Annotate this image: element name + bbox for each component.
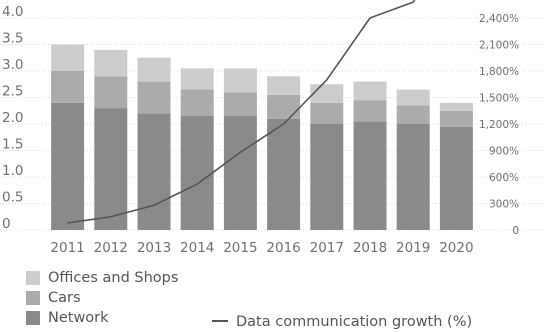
bar-offices-and-shops-2018 bbox=[354, 82, 387, 101]
x-tick-label: 2016 bbox=[266, 240, 300, 256]
right-tick-label: 1,500% bbox=[479, 93, 519, 105]
x-tick-label: 2019 bbox=[396, 240, 430, 256]
bar-network-2019 bbox=[397, 124, 430, 230]
bar-cars-2015 bbox=[224, 92, 257, 116]
right-tick-label: 2,400% bbox=[479, 13, 519, 25]
bar-network-2015 bbox=[224, 116, 257, 230]
bar-cars-2012 bbox=[94, 76, 127, 108]
bar-cars-2017 bbox=[310, 103, 343, 124]
x-tick-label: 2018 bbox=[353, 240, 387, 256]
bar-cars-2019 bbox=[397, 105, 430, 124]
bar-offices-and-shops-2020 bbox=[440, 103, 473, 111]
x-tick-label: 2015 bbox=[223, 240, 257, 256]
left-tick-label: 1.5 bbox=[2, 137, 23, 153]
x-tick-label: 2020 bbox=[439, 240, 473, 256]
bar-cars-2014 bbox=[181, 90, 214, 117]
bar-offices-and-shops-2012 bbox=[94, 50, 127, 77]
x-tick-label: 2013 bbox=[137, 240, 171, 256]
bar-network-2018 bbox=[354, 121, 387, 230]
right-tick-label: 0 bbox=[512, 225, 519, 237]
bar-offices-and-shops-2011 bbox=[51, 45, 84, 72]
legend-label-cars: Cars bbox=[48, 288, 81, 308]
bar-offices-and-shops-2017 bbox=[310, 84, 343, 103]
right-tick-label: 1,800% bbox=[479, 66, 519, 78]
bar-cars-2018 bbox=[354, 100, 387, 121]
right-tick-label: 2,100% bbox=[479, 40, 519, 52]
left-tick-label: 1.0 bbox=[2, 163, 23, 179]
right-tick-label: 300% bbox=[489, 199, 519, 211]
bar-offices-and-shops-2019 bbox=[397, 90, 430, 106]
x-tick-label: 2017 bbox=[310, 240, 344, 256]
bar-network-2016 bbox=[267, 119, 300, 230]
x-tick-label: 2011 bbox=[50, 240, 84, 256]
left-tick-label: 0 bbox=[2, 216, 11, 232]
chart: 0 0.5 1.0 1.5 2.0 2.5 3.0 3.5 4.0 0 300% 600% 900% 1… bbox=[0, 0, 544, 262]
bar-network-2020 bbox=[440, 127, 473, 230]
bar-cars-2020 bbox=[440, 111, 473, 127]
legend-label-network: Network bbox=[48, 308, 109, 328]
right-tick-label: 600% bbox=[489, 172, 519, 184]
bar-network-2011 bbox=[51, 103, 84, 230]
x-tick-label: 2012 bbox=[94, 240, 128, 256]
bar-cars-2011 bbox=[51, 71, 84, 103]
bar-network-2013 bbox=[138, 113, 171, 230]
left-tick-label: 3.5 bbox=[2, 31, 23, 47]
legend-swatch-offices bbox=[26, 271, 40, 285]
left-axis-ticks: 0 0.5 1.0 1.5 2.0 2.5 3.0 3.5 4.0 bbox=[2, 4, 23, 232]
left-tick-label: 2.0 bbox=[2, 110, 23, 126]
right-tick-label: 1,200% bbox=[479, 119, 519, 131]
legend-swatch-growth-line bbox=[212, 320, 228, 322]
bar-offices-and-shops-2013 bbox=[138, 58, 171, 82]
bar-cars-2016 bbox=[267, 95, 300, 119]
bar-network-2012 bbox=[94, 108, 127, 230]
bar-cars-2013 bbox=[138, 82, 171, 114]
legend-swatch-network bbox=[26, 311, 40, 325]
legend-swatch-cars bbox=[26, 291, 40, 305]
left-tick-label: 3.0 bbox=[2, 57, 23, 73]
legend-label-offices: Offices and Shops bbox=[48, 268, 178, 288]
legend-item-growth-line: Data communication growth (%) bbox=[212, 312, 472, 332]
x-tick-label: 2014 bbox=[180, 240, 214, 256]
bar-offices-and-shops-2016 bbox=[267, 76, 300, 95]
right-axis-ticks: 0 300% 600% 900% 1,200% 1,500% 1,800% 2,100% 2,4… bbox=[479, 13, 519, 237]
bar-offices-and-shops-2014 bbox=[181, 68, 214, 89]
left-tick-label: 4.0 bbox=[2, 4, 23, 20]
x-axis-ticks: 2011 2012 2013 2014 2015 2016 2017 2018 2019 2020 bbox=[50, 240, 473, 256]
left-tick-label: 2.5 bbox=[2, 84, 23, 100]
legend-label-growth-line: Data communication growth (%) bbox=[236, 314, 472, 330]
bar-network-2017 bbox=[310, 124, 343, 230]
bar-offices-and-shops-2015 bbox=[224, 68, 257, 92]
bar-network-2014 bbox=[181, 116, 214, 230]
left-tick-label: 0.5 bbox=[2, 190, 23, 206]
right-tick-label: 900% bbox=[489, 146, 519, 158]
